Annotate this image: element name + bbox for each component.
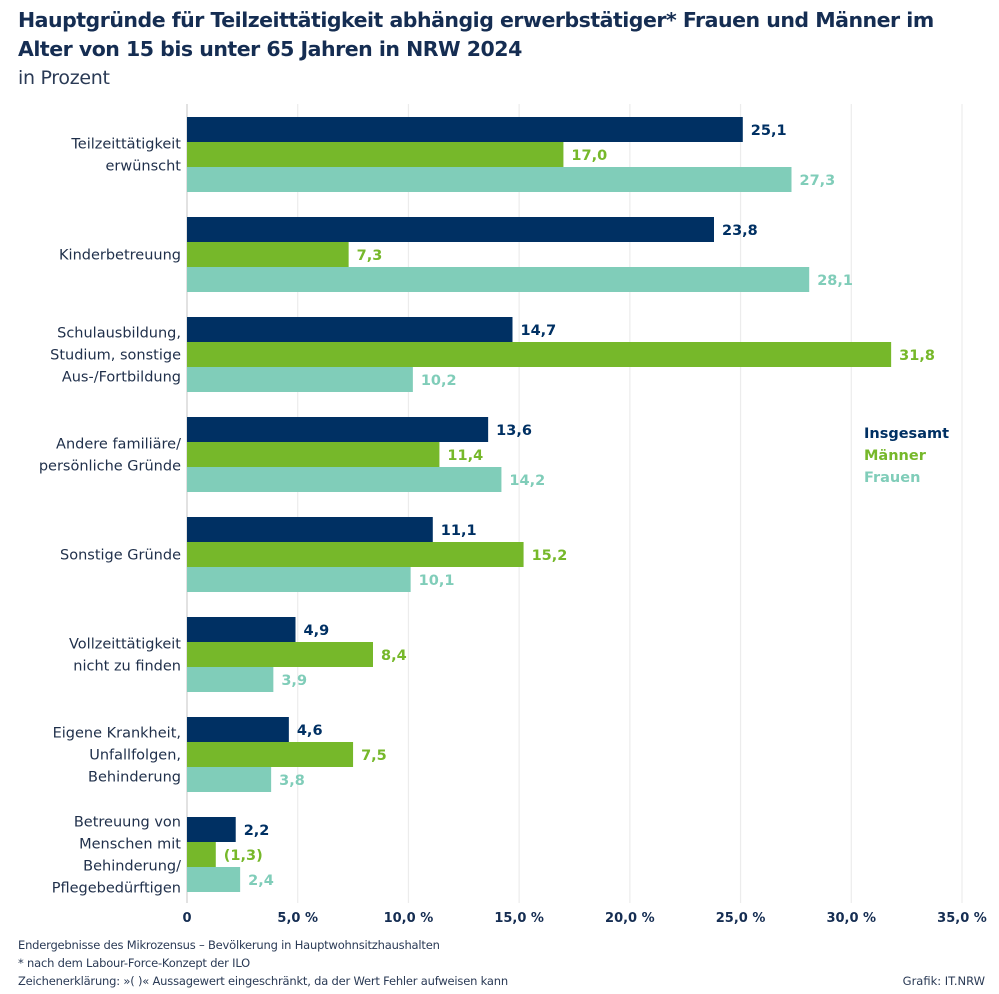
category-label: Andere familiäre/persönliche Gründe xyxy=(39,437,181,475)
value-label: 27,3 xyxy=(800,173,836,189)
bar-insgesamt xyxy=(187,417,489,442)
x-tick-label: 10,0 % xyxy=(384,911,434,926)
x-tick-label: 20,0 % xyxy=(605,911,655,926)
chart-title: Hauptgründe für Teilzeittätigkeit abhäng… xyxy=(18,8,934,61)
bar-frauen xyxy=(187,267,810,292)
value-label: 15,2 xyxy=(532,548,568,564)
bar-insgesamt xyxy=(187,217,714,242)
value-label: 2,4 xyxy=(248,873,274,889)
legend: Insgesamt Männer Frauen xyxy=(864,426,949,486)
legend-item-maenner: Männer xyxy=(864,448,927,464)
bar-frauen xyxy=(187,667,274,692)
bar-männer xyxy=(187,342,892,367)
value-label: 2,2 xyxy=(244,823,270,839)
footer-source: Endergebnisse des Mikrozensus – Bevölker… xyxy=(18,938,440,952)
footer-legend-note: Zeichenerklärung: »( )« Aussagewert eing… xyxy=(18,974,508,988)
graphic-credit: Grafik: IT.NRW xyxy=(902,974,985,988)
value-label: 4,6 xyxy=(297,723,323,739)
x-tick-label: 25,0 % xyxy=(716,911,766,926)
bar-frauen xyxy=(187,467,502,492)
value-label: 28,1 xyxy=(817,273,853,289)
value-label: 4,9 xyxy=(304,623,330,639)
value-label: 10,1 xyxy=(419,573,455,589)
value-label: 23,8 xyxy=(722,223,758,239)
value-label: 7,3 xyxy=(357,248,383,264)
bar-insgesamt xyxy=(187,317,513,342)
x-tick-label: 0 xyxy=(182,911,191,926)
bar-frauen xyxy=(187,767,272,792)
value-label: 13,6 xyxy=(496,423,532,439)
bar-insgesamt xyxy=(187,717,289,742)
category-label: Vollzeittätigkeit nicht zu finden xyxy=(69,637,181,675)
value-label: 3,9 xyxy=(281,673,307,689)
x-tick-label: 15,0 % xyxy=(494,911,544,926)
bar-männer xyxy=(187,642,373,667)
legend-item-insgesamt: Insgesamt xyxy=(864,426,949,442)
bar-männer xyxy=(187,142,564,167)
category-label: Sonstige Gründe xyxy=(60,548,181,564)
bar-frauen xyxy=(187,867,241,892)
x-axis-ticks: 0 5,0 % 10,0 % 15,0 % 20,0 % 25,0 % 30,0 % 35,0… xyxy=(182,911,986,926)
value-label: 7,5 xyxy=(361,748,387,764)
bar-frauen xyxy=(187,367,413,392)
bar-männer xyxy=(187,842,216,867)
bar-insgesamt xyxy=(187,117,743,142)
legend-item-frauen: Frauen xyxy=(864,470,920,486)
value-label: (1,3) xyxy=(224,848,263,864)
footer-footnote: * nach dem Labour-Force-Konzept der ILO xyxy=(18,956,250,970)
bar-insgesamt xyxy=(187,517,433,542)
bar-männer xyxy=(187,242,349,267)
bars: 25,1 17,0 27,3 23,8 7,3 28,1 14,7 31,8 10,2 13,6 1… xyxy=(187,117,935,892)
category-label: Kinderbetreuung xyxy=(59,248,181,264)
value-label: 17,0 xyxy=(571,148,607,164)
category-label: Eigene Krankheit, Unfallfolgen, Behinderun… xyxy=(53,726,181,786)
value-label: 8,4 xyxy=(381,648,407,664)
value-label: 31,8 xyxy=(899,348,935,364)
value-label: 11,1 xyxy=(441,523,477,539)
bar-frauen xyxy=(187,167,792,192)
value-label: 25,1 xyxy=(751,123,787,139)
bar-frauen xyxy=(187,567,411,592)
x-tick-label: 5,0 % xyxy=(277,911,318,926)
category-labels: Teilzeittätigkeit erwünscht Kinderbetreuun… xyxy=(39,137,181,897)
bar-männer xyxy=(187,542,524,567)
category-label: Schulausbildung, Studium, sonstige Aus-/Fo… xyxy=(50,326,181,386)
value-label: 10,2 xyxy=(421,373,457,389)
bar-insgesamt xyxy=(187,617,296,642)
bar-männer xyxy=(187,442,440,467)
bar-insgesamt xyxy=(187,817,236,842)
value-label: 14,7 xyxy=(521,323,557,339)
value-label: 11,4 xyxy=(447,448,483,464)
x-tick-label: 35,0 % xyxy=(937,911,987,926)
bar-männer xyxy=(187,742,354,767)
category-label: Betreuung von Menschen mit Behinderung/Pfl… xyxy=(52,815,182,897)
value-label: 3,8 xyxy=(279,773,305,789)
category-label: Teilzeittätigkeit erwünscht xyxy=(70,137,181,175)
chart-subtitle: in Prozent xyxy=(18,67,110,89)
value-label: 14,2 xyxy=(509,473,545,489)
x-tick-label: 30,0 % xyxy=(826,911,876,926)
